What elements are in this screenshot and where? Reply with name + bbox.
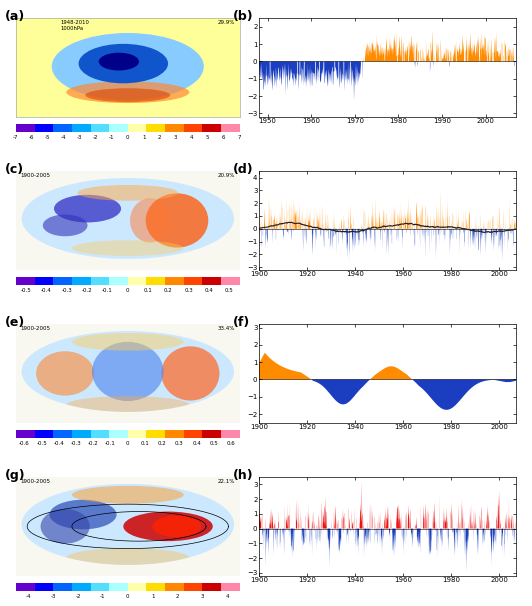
Ellipse shape [66, 548, 189, 568]
Ellipse shape [66, 81, 189, 103]
Ellipse shape [130, 198, 170, 242]
Ellipse shape [43, 215, 88, 236]
Ellipse shape [49, 500, 117, 529]
Text: (e): (e) [5, 316, 25, 329]
Circle shape [79, 44, 168, 83]
Text: (b): (b) [233, 10, 254, 23]
Ellipse shape [161, 346, 220, 401]
Ellipse shape [152, 516, 202, 537]
Ellipse shape [22, 484, 234, 565]
Ellipse shape [78, 185, 178, 201]
Text: 33.4%: 33.4% [218, 326, 235, 331]
Text: (c): (c) [5, 163, 24, 176]
Ellipse shape [92, 342, 163, 401]
Circle shape [29, 24, 226, 111]
Text: (d): (d) [233, 163, 254, 176]
Text: 1900-2005: 1900-2005 [20, 326, 51, 331]
Text: (h): (h) [233, 469, 254, 482]
Ellipse shape [66, 396, 189, 414]
Circle shape [52, 33, 204, 100]
Ellipse shape [85, 88, 170, 102]
Ellipse shape [146, 193, 209, 248]
Ellipse shape [36, 351, 94, 396]
Ellipse shape [72, 240, 184, 256]
Ellipse shape [54, 195, 121, 222]
Text: 1900-2005: 1900-2005 [20, 479, 51, 484]
Ellipse shape [72, 486, 184, 504]
Text: 22.1%: 22.1% [218, 479, 235, 484]
Circle shape [99, 53, 139, 70]
Text: 20.9%: 20.9% [218, 173, 235, 178]
Ellipse shape [22, 331, 234, 412]
Text: (f): (f) [233, 316, 251, 329]
Text: 1948-2010
1000hPa: 1948-2010 1000hPa [61, 20, 89, 31]
Ellipse shape [40, 509, 90, 544]
Ellipse shape [72, 333, 184, 351]
Text: 29.9%: 29.9% [218, 20, 235, 25]
Text: (a): (a) [5, 10, 25, 23]
Text: 1900-2005: 1900-2005 [20, 173, 51, 178]
Ellipse shape [123, 511, 213, 541]
Text: (g): (g) [5, 469, 26, 482]
Ellipse shape [22, 178, 234, 259]
